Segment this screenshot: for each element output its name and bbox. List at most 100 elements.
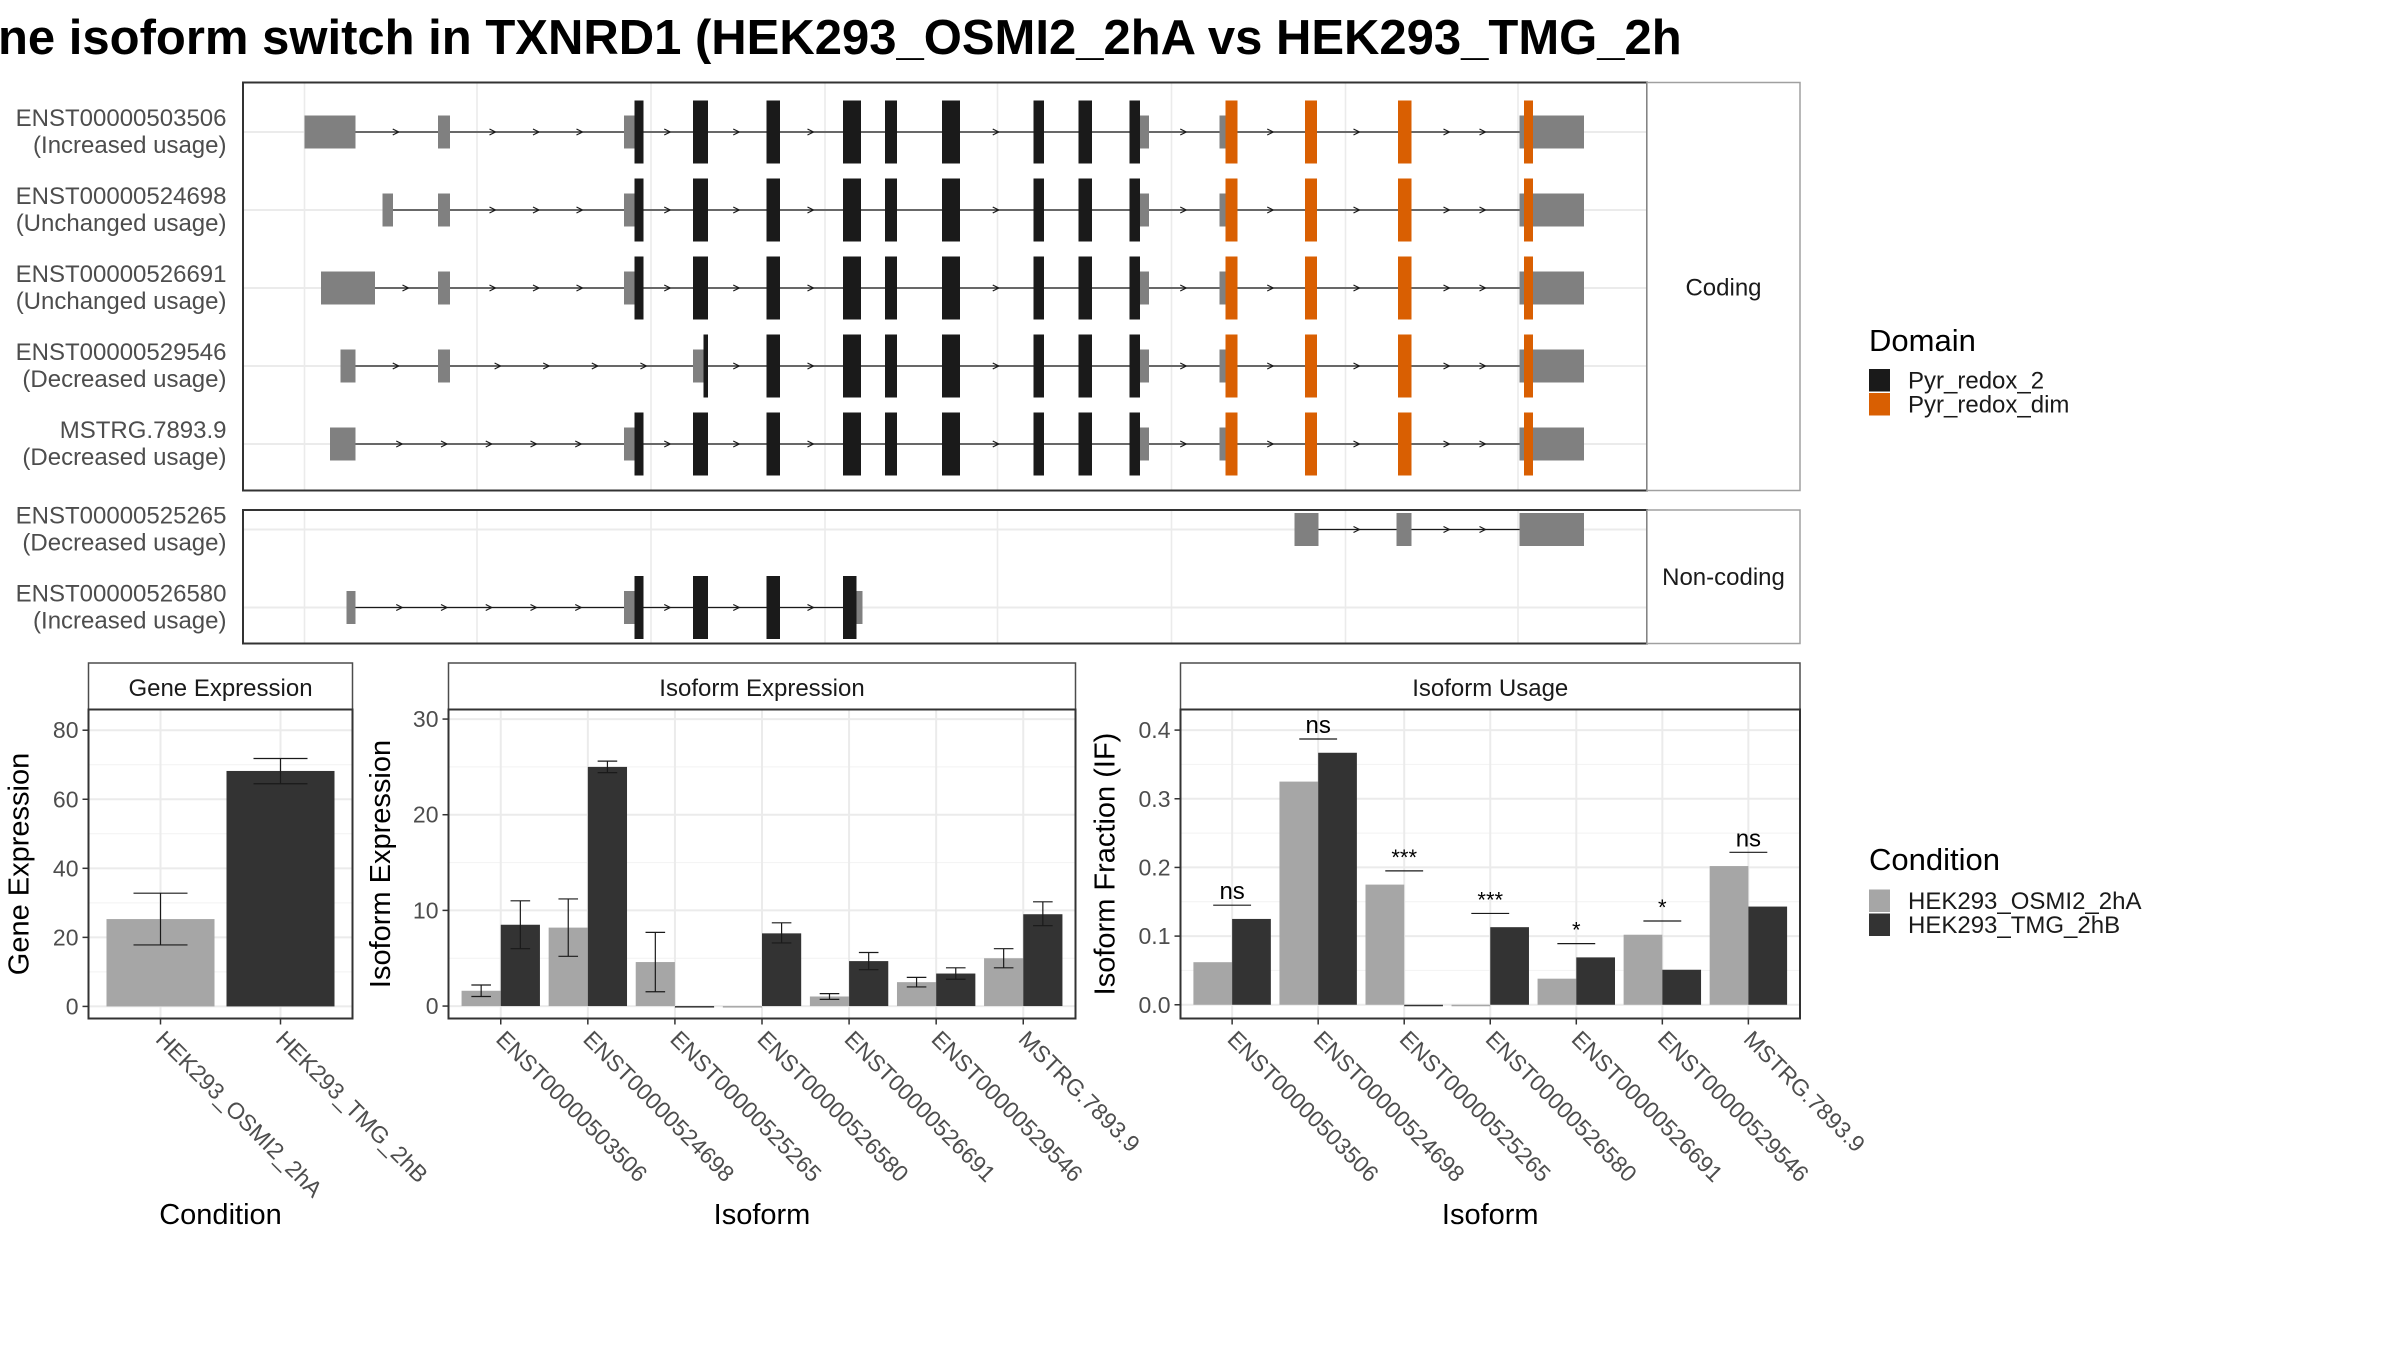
y-tick-label: 40 [53, 855, 79, 881]
strand-arrow [440, 440, 449, 448]
strand-arrow [574, 440, 583, 448]
domain-dim-exon [1305, 256, 1317, 320]
domain-dim-exon [1225, 100, 1238, 164]
strand-arrow [532, 206, 541, 214]
transcript-id: ENST00000526580 [16, 581, 227, 608]
utr-exon [1530, 427, 1584, 461]
transcript-ENST00000503506: ENST00000503506(Increased usage) [16, 100, 1647, 164]
utr-exon [1140, 193, 1149, 227]
transcript-ENST00000526580: ENST00000526580(Increased usage) [16, 576, 1647, 639]
y-axis-title: Isoform Expression [365, 740, 397, 988]
strand-arrow [992, 440, 1001, 448]
strand-arrow [1179, 128, 1188, 136]
domain-exon [693, 100, 708, 164]
bar [809, 996, 850, 1007]
strand-arrow [1479, 206, 1487, 214]
x-tick-label: ENST00000529546 [927, 1026, 1088, 1187]
domain-dim-exon [1305, 412, 1317, 476]
bar [1662, 969, 1702, 1005]
transcript-usage: (Decreased usage) [22, 530, 226, 557]
bar [1576, 957, 1616, 1005]
y-tick-label: 0.3 [1139, 786, 1171, 812]
plot-border [87, 708, 354, 1020]
utr-exon [382, 193, 393, 227]
strand-arrow [1353, 440, 1361, 448]
domain-exon [885, 256, 897, 320]
domain-dim-exon [1524, 412, 1533, 476]
x-tick-label: ENST00000526580 [752, 1026, 913, 1187]
domain-exon [634, 256, 644, 320]
strand-arrow [1266, 128, 1275, 136]
domain-exon [766, 334, 780, 398]
bar [1023, 914, 1063, 1007]
strand-arrow [591, 362, 600, 370]
strand-arrow [1479, 440, 1487, 448]
bar [762, 933, 802, 1007]
domain-exon [693, 256, 708, 320]
domain-exon [693, 412, 708, 476]
x-tick-label: ENST00000526691 [1567, 1026, 1728, 1187]
strand-arrow [485, 440, 494, 448]
domain-dim-exon [1524, 334, 1533, 398]
domain-dim-exon [1225, 334, 1238, 398]
domain-exon [843, 100, 861, 164]
strand-arrow [640, 362, 648, 370]
strand-arrow [1479, 362, 1487, 370]
condition-legend-title: Condition [1869, 842, 2000, 877]
y-tick-label: 0.2 [1139, 854, 1171, 880]
strand-arrow [392, 362, 401, 370]
significance-label: ns [1305, 712, 1330, 739]
x-axis-title: Isoform [714, 1199, 811, 1231]
chart-1: Isoform Expression 0 10 20 30 ENST00000503506… [365, 662, 1145, 1231]
y-tick-label: 20 [53, 924, 79, 950]
domain-exon [1078, 334, 1092, 398]
x-tick-label: ENST00000529546 [1653, 1026, 1814, 1187]
condition-legend-key [1869, 913, 1890, 936]
domain-exon [885, 412, 897, 476]
transcript-ENST00000529546: ENST00000529546(Decreased usage) [16, 334, 1647, 398]
domain-exon [1129, 178, 1140, 242]
x-tick-label: ENST00000524698 [1309, 1026, 1470, 1187]
transcript-id: ENST00000524698 [16, 183, 227, 210]
significance-label: *** [1391, 845, 1417, 870]
domain-dim-exon [1305, 100, 1317, 164]
utr-exon [1140, 271, 1149, 305]
y-tick-label: 60 [53, 786, 79, 812]
transcript-ENST00000526691: ENST00000526691(Unchanged usage) [16, 256, 1647, 320]
strand-arrow [1479, 128, 1487, 136]
domain-exon [693, 178, 708, 242]
bar [1537, 978, 1577, 1005]
domain-dim-exon [1225, 412, 1238, 476]
domain-exon [1129, 100, 1140, 164]
domain-exon [942, 178, 960, 242]
utr-exon [1140, 349, 1149, 383]
domain-exon [942, 100, 960, 164]
strand-arrow [395, 440, 404, 448]
strand-arrow [1353, 206, 1361, 214]
strand-arrow [395, 603, 404, 612]
strand-arrow [807, 603, 815, 612]
strand-arrow [732, 206, 741, 214]
domain-exon [1033, 178, 1044, 242]
chart-2: Isoform Usage0.00.10.20.30.4nsns********… [1090, 662, 1870, 1231]
bar [1404, 1004, 1443, 1007]
noncoding-panel: ENST00000525265(Decreased usage) ENST0000… [16, 503, 1801, 645]
strand-arrow [1479, 525, 1487, 534]
bar [1748, 906, 1788, 1005]
x-tick-label: ENST00000526580 [1481, 1026, 1642, 1187]
transcript-id: ENST00000525265 [16, 503, 227, 530]
transcript-usage: (Unchanged usage) [16, 288, 227, 315]
strand-arrow [530, 603, 538, 612]
y-tick-label: 0.0 [1139, 992, 1171, 1018]
significance-label: *** [1477, 887, 1503, 912]
strand-arrow [402, 284, 410, 292]
bar [461, 990, 501, 1007]
domain-dim-exon [1398, 412, 1412, 476]
utr-exon [1530, 271, 1584, 305]
noncoding-strip-label: Non-coding [1662, 564, 1785, 591]
strand-arrow [1443, 284, 1451, 292]
y-tick-label: 0 [426, 993, 439, 1019]
strand-arrow [1179, 206, 1188, 214]
domain-exon [634, 412, 644, 476]
bar-charts: Gene Expression020406080HEK293_OSMI2_2hA… [4, 662, 1870, 1231]
